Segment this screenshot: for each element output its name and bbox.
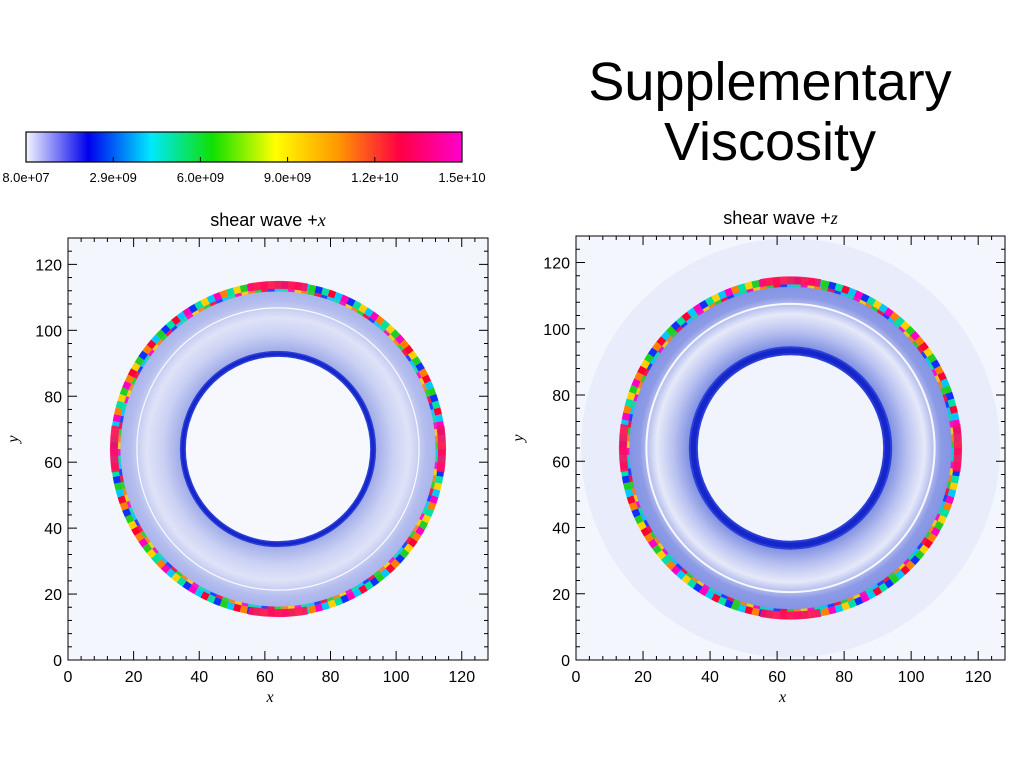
- y-tick-label: 0: [561, 653, 570, 670]
- plot-title-variable: z: [830, 208, 838, 228]
- x-tick-label: 60: [256, 669, 274, 686]
- heatmap-field: [68, 238, 488, 660]
- inner-disc: [693, 350, 888, 546]
- slide-title-line-1: Supplementary: [588, 52, 952, 112]
- x-tick-label: 120: [965, 669, 992, 686]
- colorbar-tick-label: 1.2e+10: [351, 170, 398, 185]
- heatmap-field: [576, 236, 1005, 660]
- x-tick-label: 100: [383, 669, 410, 686]
- y-tick-label: 80: [44, 389, 62, 406]
- x-axis-label: x: [778, 689, 786, 706]
- y-tick-label: 60: [552, 454, 570, 471]
- ring-hotspot: [247, 606, 309, 618]
- ring-hotspot: [247, 280, 309, 292]
- ring-hotspot: [952, 424, 963, 472]
- y-tick-label: 60: [44, 455, 62, 472]
- colorbar-tick-label: 8.0e+07: [2, 170, 49, 185]
- y-tick-label: 100: [35, 323, 62, 340]
- ring-hotspot: [759, 608, 822, 620]
- y-tick-label: 120: [543, 256, 570, 273]
- x-tick-label: 20: [634, 669, 652, 686]
- inner-disc: [182, 353, 374, 545]
- y-tick-label: 120: [35, 257, 62, 274]
- bright-ring: [645, 302, 936, 594]
- slide-title: Supplementary Viscosity: [520, 52, 1020, 172]
- x-tick-label: 100: [898, 669, 925, 686]
- colorbar-gradient: [25, 131, 463, 163]
- ring-hotspot: [618, 424, 629, 472]
- y-tick-label: 40: [552, 521, 570, 538]
- plot-shear-wave-x: 0 20 40 60 80 100 120 0 20 40 60 80 100 120 x y shear wa…: [5, 210, 489, 706]
- plot-title-text: shear wave +: [210, 210, 318, 230]
- y-axis-label: y: [5, 435, 22, 445]
- axis-ticks: [575, 235, 1006, 661]
- y-tick-label: 0: [53, 653, 62, 670]
- slide-title-line-2: Viscosity: [663, 112, 877, 172]
- plot-title-variable: x: [317, 210, 326, 230]
- ring-hotspot: [759, 276, 822, 288]
- axis-ticks: [67, 237, 489, 661]
- x-tick-label: 80: [322, 669, 340, 686]
- x-tick-label: 60: [768, 669, 786, 686]
- bright-ring: [136, 307, 420, 591]
- y-tick-label: 20: [552, 587, 570, 604]
- colorbar-tick-label: 2.9e+09: [90, 170, 137, 185]
- plot-title: shear wave +z: [723, 208, 838, 228]
- ring-hotspot: [109, 425, 120, 473]
- y-tick-label: 100: [543, 322, 570, 339]
- y-axis-label: y: [510, 434, 527, 444]
- plot-shear-wave-z: 0 20 40 60 80 100 120 0 20 40 60 80 100 120 x y shear wa…: [510, 208, 1006, 706]
- y-tick-label: 40: [44, 521, 62, 538]
- colorbar-tick-label: 1.5e+10: [438, 170, 485, 185]
- x-tick-label: 80: [835, 669, 853, 686]
- y-tick-label: 80: [552, 388, 570, 405]
- x-tick-label: 0: [572, 669, 581, 686]
- x-tick-label: 120: [448, 669, 475, 686]
- x-tick-label: 20: [125, 669, 143, 686]
- colorbar: 8.0e+07 2.9e+09 6.0e+09 9.0e+09 1.2e+10 1.5e+…: [2, 131, 486, 185]
- x-tick-label: 40: [190, 669, 208, 686]
- x-tick-label: 0: [64, 669, 73, 686]
- ring-hotspot: [436, 425, 447, 473]
- x-tick-label: 40: [701, 669, 719, 686]
- plot-title: shear wave +x: [210, 210, 326, 230]
- y-tick-label: 20: [44, 587, 62, 604]
- colorbar-tick-label: 9.0e+09: [264, 170, 311, 185]
- plot-title-text: shear wave +: [723, 208, 831, 228]
- colorbar-tick-label: 6.0e+09: [177, 170, 224, 185]
- x-axis-label: x: [265, 689, 273, 706]
